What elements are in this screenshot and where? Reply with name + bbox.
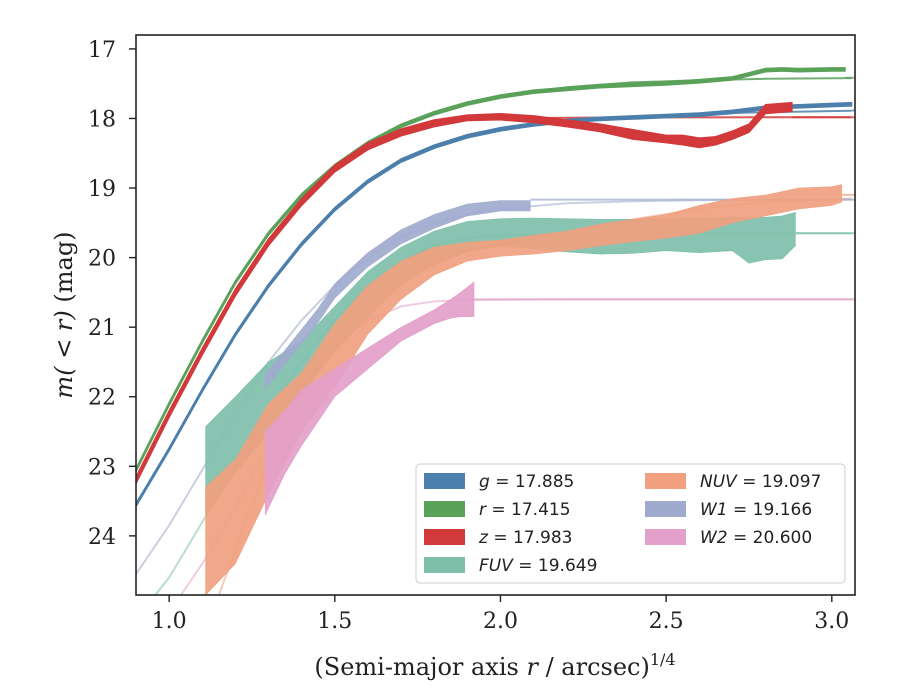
legend-label-r: r = 17.415 (479, 500, 571, 520)
x-tick-label: 2.0 (483, 609, 518, 634)
y-tick-label: 21 (88, 316, 116, 341)
legend-swatch-nuv (645, 473, 686, 489)
y-tick-label: 20 (88, 247, 116, 272)
legend-label-g: g = 17.885 (479, 472, 574, 492)
legend-box (415, 463, 846, 584)
x-tick-label: 2.5 (649, 609, 684, 634)
legend-label-nuv: NUV = 19.097 (700, 472, 821, 492)
legend-label-w1: W1 = 19.166 (700, 500, 812, 520)
legend-swatch-r (424, 501, 465, 517)
y-tick-label: 17 (88, 38, 116, 63)
legend-swatch-w2 (645, 529, 686, 545)
x-tick-label: 1.5 (317, 609, 352, 634)
legend-swatch-g (424, 473, 465, 489)
y-tick-label: 24 (88, 525, 116, 550)
x-axis: 1.0 1.5 2.0 2.5 3.0 (152, 595, 849, 634)
legend-label-fuv: FUV = 19.649 (479, 556, 597, 576)
legend-swatch-w1 (645, 501, 686, 517)
x-tick-label: 3.0 (814, 609, 849, 634)
x-axis-label: (Semi-major axis r / arcsec)1/4 (314, 650, 675, 681)
band-g (136, 101, 853, 508)
profile-bands (136, 67, 853, 595)
legend-label-w2: W2 = 20.600 (700, 528, 812, 548)
legend-swatch-z (424, 529, 465, 545)
y-axis-label: m( < r) (mag) (50, 231, 78, 398)
plot-frame (135, 34, 856, 596)
band-w2 (264, 281, 475, 516)
y-tick-label: 23 (88, 455, 116, 480)
band-z (136, 101, 793, 484)
band-nuv (205, 184, 843, 595)
y-tick-label: 18 (88, 107, 116, 132)
legend-swatch-fuv (424, 557, 465, 573)
y-tick-label: 19 (88, 177, 116, 202)
y-axis: 17 18 19 20 21 22 23 24 (88, 38, 136, 550)
legend: g = 17.885 r = 17.415 z = 17.983 FUV = 19.6… (415, 463, 846, 584)
legend-label-z: z = 17.983 (478, 528, 572, 548)
x-tick-label: 1.0 (152, 609, 187, 634)
band-w1 (264, 200, 531, 390)
y-tick-label: 22 (88, 386, 116, 411)
